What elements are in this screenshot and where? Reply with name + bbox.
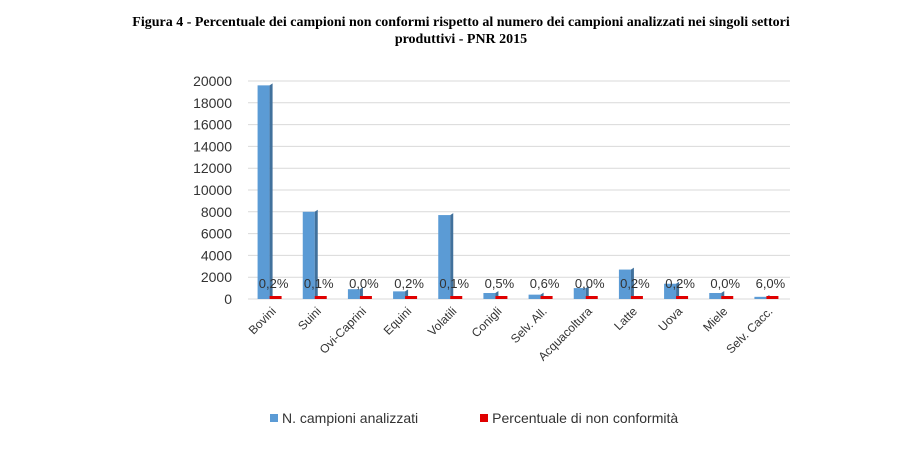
legend-swatch-campioni xyxy=(270,414,278,422)
bar-campioni xyxy=(393,291,406,299)
x-category-label: Conigli xyxy=(469,304,505,340)
bar-campioni xyxy=(664,283,677,299)
data-label-percentuale: 0,2% xyxy=(620,276,650,291)
y-tick-label: 14000 xyxy=(193,138,232,154)
data-label-percentuale: 0,0% xyxy=(349,276,379,291)
data-label-percentuale: 0,1% xyxy=(439,276,469,291)
x-category-label: Equini xyxy=(381,304,414,337)
bar-non-conformita xyxy=(721,296,734,299)
x-category-label: Selv. Cacc. xyxy=(723,304,775,356)
bar-campioni xyxy=(573,288,586,299)
legend-label-non-conformita: Percentuale di non conformità xyxy=(492,410,679,426)
bar-campioni xyxy=(302,211,315,299)
y-tick-label: 18000 xyxy=(193,95,232,111)
x-category-label: Uova xyxy=(655,304,685,334)
bar-non-conformita xyxy=(676,296,689,299)
x-category-label: Suini xyxy=(295,304,324,333)
bar-campioni-side xyxy=(269,83,273,299)
chart-title-line-2: produttivi - PNR 2015 xyxy=(394,32,528,47)
bar-campioni xyxy=(754,296,767,299)
bar-campioni-side xyxy=(314,209,318,299)
bar-campioni xyxy=(347,289,360,299)
bar-campioni xyxy=(618,269,631,299)
bar-campioni xyxy=(438,215,451,299)
bar-chart: 2000018000160001400012000100008000600040… xyxy=(193,73,790,364)
bar-campioni-side xyxy=(450,213,454,299)
x-category-label: Volatili xyxy=(425,304,459,338)
x-category-label: Latte xyxy=(611,304,640,333)
x-category-label: Ovi-Caprini xyxy=(317,304,369,356)
legend-item-non-conformita: Percentuale di non conformità xyxy=(480,410,678,426)
bar-campioni-side xyxy=(630,267,634,299)
bar-non-conformita xyxy=(540,296,553,299)
data-label-percentuale: 0,6% xyxy=(530,276,560,291)
bar-campioni-side xyxy=(585,286,589,299)
x-category-label: Miele xyxy=(700,304,730,334)
data-label-percentuale: 0,2% xyxy=(665,276,695,291)
legend-item-campioni: N. campioni analizzati xyxy=(270,410,418,426)
y-tick-label: 4000 xyxy=(201,247,232,263)
bar-non-conformita xyxy=(450,296,463,299)
bar-campioni xyxy=(257,85,270,299)
bar-non-conformita xyxy=(405,296,418,299)
bar-non-conformita xyxy=(314,296,327,299)
bar-non-conformita xyxy=(585,296,598,299)
bar-non-conformita xyxy=(766,296,779,299)
legend: N. campioni analizzati Percentuale di no… xyxy=(270,410,678,426)
bar-campioni xyxy=(483,293,496,299)
data-label-percentuale: 0,0% xyxy=(575,276,605,291)
y-tick-label: 0 xyxy=(224,291,232,307)
legend-swatch-non-conformita xyxy=(480,414,489,422)
legend-label-campioni: N. campioni analizzati xyxy=(282,410,419,426)
bar-campioni xyxy=(528,294,541,299)
data-label-percentuale: 0,2% xyxy=(259,276,289,291)
bar-non-conformita xyxy=(359,296,372,299)
y-tick-label: 12000 xyxy=(193,160,232,176)
x-category-label: Selv. All. xyxy=(508,304,550,346)
y-tick-label: 2000 xyxy=(201,269,232,285)
y-tick-label: 16000 xyxy=(193,117,232,133)
data-label-percentuale: 0,1% xyxy=(304,276,334,291)
bar-non-conformita xyxy=(630,296,643,299)
bar-non-conformita xyxy=(269,296,282,299)
bar-campioni-side xyxy=(676,281,680,299)
y-tick-label: 8000 xyxy=(201,204,232,220)
x-category-label: Bovini xyxy=(246,304,279,337)
y-tick-label: 10000 xyxy=(193,182,232,198)
bar-non-conformita xyxy=(495,296,508,299)
bar-campioni xyxy=(709,293,722,299)
chart-title-line-1: Figura 4 - Percentuale dei campioni non … xyxy=(132,15,790,30)
y-tick-label: 6000 xyxy=(201,226,232,242)
y-tick-label: 20000 xyxy=(193,73,232,89)
data-label-percentuale: 0,5% xyxy=(485,276,515,291)
data-label-percentuale: 6,0% xyxy=(756,276,786,291)
data-label-percentuale: 0,0% xyxy=(710,276,740,291)
data-label-percentuale: 0,2% xyxy=(394,276,424,291)
chart-title: Figura 4 - Percentuale dei campioni non … xyxy=(0,14,922,48)
